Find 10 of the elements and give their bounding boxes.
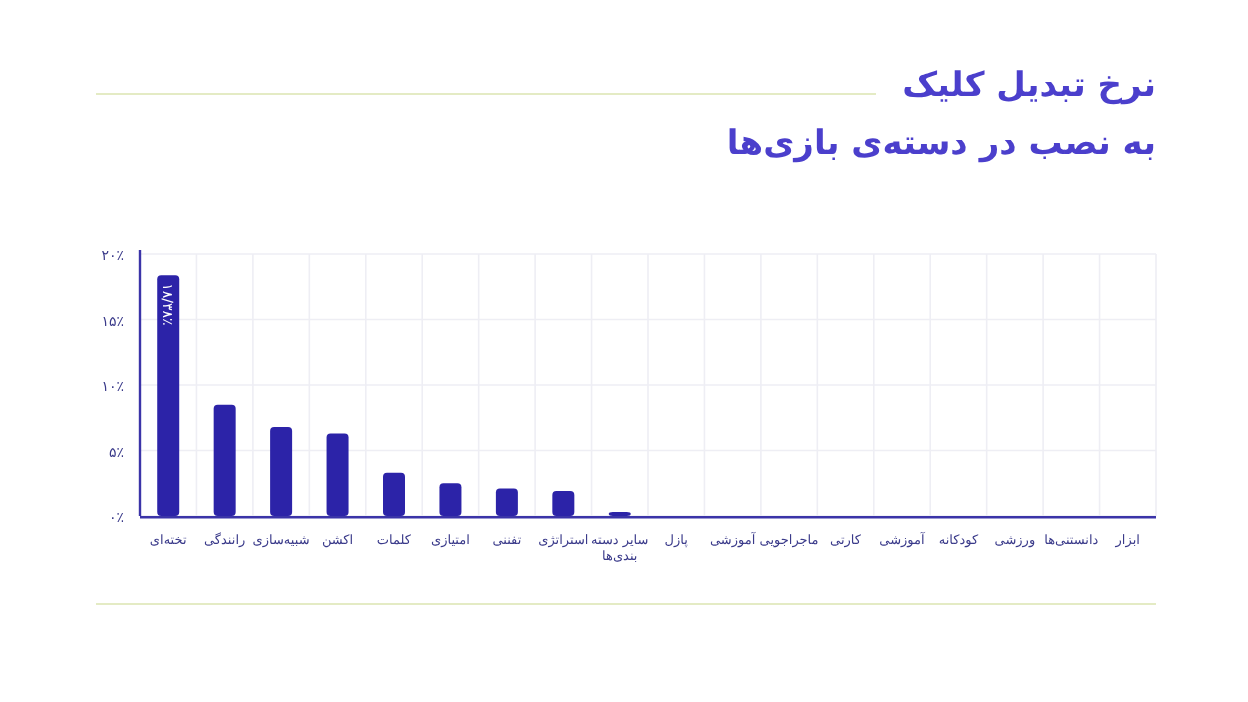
chart-subtitle: به نصب در دسته‌ی بازی‌ها xyxy=(726,124,1156,164)
bar xyxy=(157,275,180,516)
bar xyxy=(439,483,462,516)
chart-title: نرخ تبدیل کلیک xyxy=(902,66,1156,106)
bar xyxy=(213,404,236,516)
bar xyxy=(326,433,349,516)
bar xyxy=(495,488,518,516)
bar xyxy=(383,472,405,516)
bar xyxy=(552,491,575,516)
bar xyxy=(270,426,293,516)
